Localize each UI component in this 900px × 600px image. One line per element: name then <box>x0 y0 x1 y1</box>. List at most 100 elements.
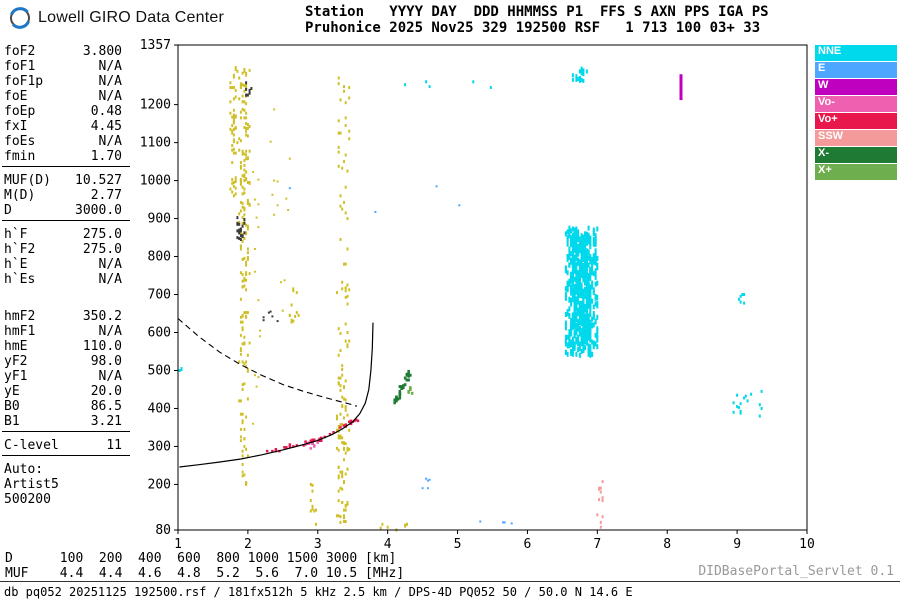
echo-point <box>231 144 234 147</box>
param-fof2: foF2 3.800 <box>2 44 130 59</box>
echo-point <box>578 76 581 80</box>
echo-point <box>594 301 597 307</box>
echo-point <box>281 309 284 312</box>
echo-point <box>288 443 292 446</box>
echo-point <box>578 69 581 74</box>
echo-point <box>566 241 569 247</box>
echo-point <box>594 241 597 247</box>
param-hmf2: hmF2 350.2 <box>2 309 130 324</box>
echo-point <box>566 342 569 348</box>
echo-point <box>596 328 599 334</box>
echo-point <box>568 341 571 347</box>
param-value: N/A <box>98 369 122 384</box>
echo-point <box>252 171 255 173</box>
echo-point <box>585 319 588 326</box>
echo-point <box>341 364 344 368</box>
echo-point <box>341 280 344 284</box>
echo-point <box>582 333 585 339</box>
y-tick-label: 80 <box>155 523 171 538</box>
echo-point <box>248 203 251 207</box>
echo-point <box>425 477 428 480</box>
echo-point <box>302 444 306 447</box>
y-tick-label: 500 <box>148 363 171 378</box>
echo-point <box>594 237 597 242</box>
echo-point <box>580 253 583 260</box>
echo-point <box>568 337 571 343</box>
echo-point <box>246 201 249 205</box>
param-label: foF1 <box>4 59 36 74</box>
echo-point <box>596 294 599 300</box>
echo-point <box>575 226 578 232</box>
echo-point <box>238 76 241 80</box>
echo-point <box>577 280 580 287</box>
echo-point <box>245 447 248 451</box>
echo-point <box>582 342 585 348</box>
param-label: hmE <box>4 339 28 354</box>
echo-point <box>245 73 248 77</box>
echo-point <box>591 316 594 322</box>
echo-point <box>594 281 597 287</box>
echo-point <box>290 303 293 307</box>
echo-point <box>238 237 241 240</box>
echo-point <box>229 86 232 89</box>
echo-point <box>570 258 573 264</box>
echo-point <box>241 449 244 453</box>
echo-point <box>582 288 585 295</box>
echo-point <box>341 487 344 491</box>
echo-point <box>245 111 248 115</box>
echo-point <box>582 319 585 326</box>
echo-point <box>341 436 344 440</box>
echo-point <box>573 237 576 242</box>
echo-point <box>339 412 342 416</box>
echo-point <box>577 309 580 316</box>
echo-point <box>294 314 297 318</box>
param-fof1p: foF1p N/A <box>2 74 130 89</box>
echo-point <box>589 312 592 317</box>
param-label: foF1p <box>4 74 44 89</box>
echo-point <box>580 292 583 299</box>
y-tick-label: 1100 <box>140 136 171 151</box>
echo-point <box>241 279 244 283</box>
echo-point <box>241 313 244 317</box>
echo-point <box>259 335 262 338</box>
echo-point <box>245 153 248 157</box>
legend-item-x+: X+ <box>815 164 897 180</box>
echo-point <box>587 313 590 320</box>
echo-point <box>346 467 349 471</box>
echo-point <box>577 229 580 235</box>
echo-point <box>587 225 590 231</box>
echo-point <box>339 332 342 335</box>
param-value: 110.0 <box>82 339 122 354</box>
echo-point <box>743 396 746 400</box>
echo-point <box>248 341 251 345</box>
echo-point <box>344 508 347 512</box>
y-tick-label: 1000 <box>140 174 171 189</box>
echo-point <box>241 454 244 458</box>
echo-point <box>577 294 580 301</box>
echo-point <box>575 241 578 248</box>
echo-point <box>232 140 235 144</box>
echo-point <box>571 343 574 349</box>
echo-point <box>343 446 345 450</box>
echo-point <box>585 274 588 281</box>
echo-point <box>582 297 585 304</box>
echo-point <box>239 271 242 275</box>
echo-point <box>582 68 585 73</box>
echo-point <box>246 353 249 357</box>
echo-point <box>245 288 248 292</box>
echo-point <box>739 409 742 413</box>
echo-point <box>592 304 595 310</box>
echo-point <box>259 329 262 332</box>
echo-point <box>344 503 347 507</box>
x-tick-label: 3 <box>314 537 322 552</box>
echo-point <box>232 127 235 131</box>
echo-point <box>393 401 396 405</box>
echo-point <box>568 278 571 284</box>
echo-point <box>591 280 594 286</box>
echo-point <box>344 472 347 476</box>
param-label: yF2 <box>4 354 28 369</box>
echo-point <box>596 331 599 337</box>
echo-point <box>297 313 300 317</box>
echo-point <box>568 262 571 268</box>
echo-point <box>309 447 312 450</box>
